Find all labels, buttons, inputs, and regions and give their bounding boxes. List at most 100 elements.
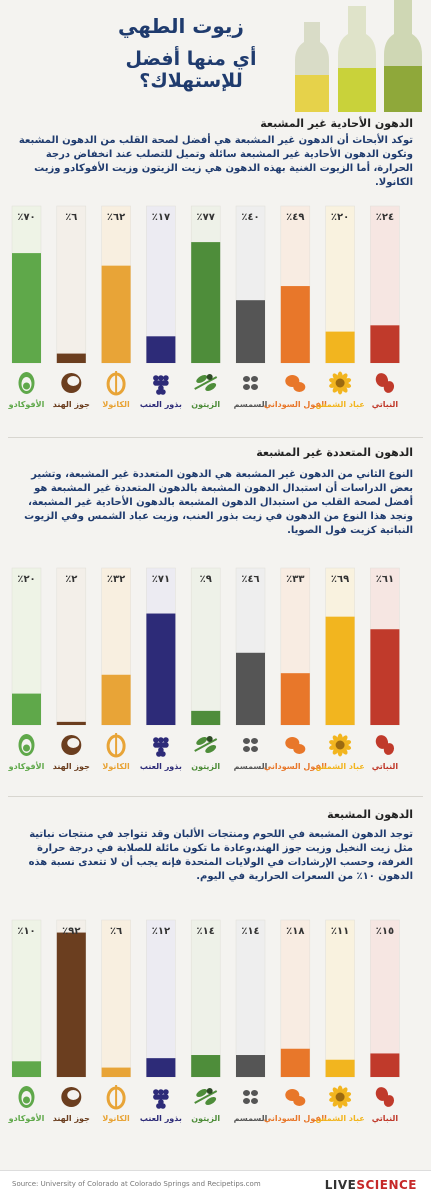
bar-group-7: ٦٩٪ عباد الشمس (316, 567, 365, 772)
bar-group-4: ١٤٪ الزيتون (190, 919, 221, 1123)
bar-value-label: ٧٧٪ (197, 212, 215, 223)
bar (370, 1053, 400, 1077)
bar-value-label: ١٤٪ (197, 926, 215, 937)
bar-group-0: ٢٠٪ الأفوكادو (8, 567, 45, 771)
category-label: الكانولا (102, 400, 130, 409)
bar-value-label: ٧٠٪ (17, 212, 35, 223)
bar-value-label: ٦٪ (110, 926, 122, 937)
bar-track (56, 205, 87, 364)
category-label: جوز الهند (53, 762, 90, 771)
bar (101, 674, 131, 725)
olive-icon (194, 374, 218, 391)
brand-b: SCIENCE (356, 1178, 417, 1192)
bar-group-7: ١١٪ عباد الشمس (316, 919, 365, 1124)
bar (280, 1048, 310, 1077)
category-label: الفول السوداني (264, 762, 327, 771)
category-label: النباتي (372, 400, 399, 409)
category-label: السمسم (234, 1114, 268, 1123)
bar (56, 932, 86, 1077)
bar (146, 336, 176, 363)
chart-monounsaturated: ٧٠٪ الأفوكادو ٦٪ جوز الهند ٦٢٪ الكانولا ١٧٪ بذو… (8, 205, 400, 410)
grape-icon (153, 1089, 169, 1109)
category-label: عباد الشمس (316, 400, 365, 410)
category-label: جوز الهند (53, 1114, 90, 1123)
olive-icon (194, 1088, 218, 1105)
bottles-illustration-icon (295, 0, 422, 112)
olive-icon (194, 736, 218, 753)
bar-value-label: ١٥٪ (376, 926, 394, 937)
bean-icon (375, 373, 395, 393)
bar-track (56, 567, 87, 726)
section-text-saturated: توجد الدهون المشبعة في اللحوم ومنتجات ال… (28, 829, 413, 882)
bar-value-label: ٢٪ (65, 574, 77, 585)
bar (325, 616, 355, 725)
bar-value-label: ١٤٪ (241, 926, 259, 937)
peanut-icon (285, 737, 306, 754)
bar-value-label: ١٢٪ (152, 926, 170, 937)
bar-value-label: ٩٪ (200, 574, 212, 585)
bar-group-0: ١٠٪ الأفوكادو (8, 919, 45, 1123)
bar-value-label: ٧١٪ (152, 574, 170, 585)
bar-group-4: ٧٧٪ الزيتون (190, 205, 221, 409)
category-label: الزيتون (191, 1114, 220, 1123)
category-label: السمسم (234, 762, 268, 771)
source-note: Source: University of Colorado at Colora… (12, 1180, 261, 1188)
bar-group-2: ٣٢٪ الكانولا (101, 567, 131, 771)
bar-group-5: ٤٦٪ السمسم (234, 567, 268, 771)
category-label: الكانولا (102, 1114, 130, 1123)
bar (191, 242, 221, 363)
bar (236, 1055, 265, 1077)
bar-track (235, 919, 266, 1078)
sunflower-icon (329, 1085, 352, 1109)
canola-icon (106, 733, 126, 758)
page-subtitle: أي منها أفضل للإستهلاك؟ (125, 48, 257, 92)
bar-group-6: ١٨٪ الفول السوداني (264, 919, 327, 1123)
section-title-saturated: الدهون المشبعة (327, 808, 413, 821)
bar-group-4: ٩٪ الزيتون (190, 567, 221, 771)
sunflower-icon (329, 371, 352, 395)
bar-track (190, 919, 221, 1078)
category-label: الأفوكادو (8, 1113, 45, 1123)
bar-group-3: ١٧٪ بذور العنب (140, 205, 182, 409)
bar-group-3: ٧١٪ بذور العنب (140, 567, 182, 771)
category-label: الزيتون (191, 762, 220, 771)
category-label: بذور العنب (140, 1114, 182, 1123)
bar-track (190, 567, 221, 726)
sesame-icon (243, 738, 258, 752)
section-text-mono: توكد الأبحاث أن الدهون غير المشبعة هي أف… (18, 135, 413, 188)
footer: Source: University of Colorado at Colora… (0, 1170, 431, 1201)
grape-icon (153, 737, 169, 757)
bar-value-label: ٦٢٪ (107, 212, 125, 223)
bar-group-5: ٤٠٪ السمسم (234, 205, 268, 409)
bar-value-label: ١٧٪ (152, 212, 170, 223)
brand-logo: LIVESCIENCE (325, 1178, 417, 1192)
bar-group-1: ٩٢٪ جوز الهند (53, 919, 90, 1123)
bean-icon (375, 1087, 395, 1107)
bar-group-8: ٦١٪ النباتي (370, 567, 400, 771)
category-label: السمسم (234, 400, 268, 409)
bar-value-label: ٩٢٪ (62, 926, 80, 937)
bar-group-0: ٧٠٪ الأفوكادو (8, 205, 45, 409)
bar-value-label: ٤٩٪ (286, 212, 304, 223)
chart-polyunsaturated: ٢٠٪ الأفوكادو ٢٪ جوز الهند ٣٢٪ الكانولا ٧١٪ بذو… (8, 567, 400, 772)
bar (370, 629, 400, 725)
bar-value-label: ٢٠٪ (17, 574, 35, 585)
bar-value-label: ٣٣٪ (286, 574, 304, 585)
bar-value-label: ٢٤٪ (376, 212, 394, 223)
bar (101, 1067, 131, 1077)
bar-value-label: ١٠٪ (17, 926, 35, 937)
coconut-icon (61, 1087, 82, 1107)
bar-track (370, 919, 400, 1078)
bar-track (146, 919, 176, 1078)
divider (8, 437, 423, 438)
header: زيوت الطهي أي منها أفضل للإستهلاك؟ (0, 0, 431, 112)
coconut-icon (61, 735, 82, 755)
bar (12, 1061, 41, 1077)
bar-value-label: ١١٪ (331, 926, 349, 937)
brand-a: LIVE (324, 1178, 357, 1192)
bar-group-6: ٤٩٪ الفول السوداني (264, 205, 327, 409)
category-label: الكانولا (102, 762, 130, 771)
bar-group-7: ٢٠٪ عباد الشمس (316, 205, 365, 410)
bar (146, 1058, 176, 1077)
category-label: النباتي (372, 1114, 399, 1123)
